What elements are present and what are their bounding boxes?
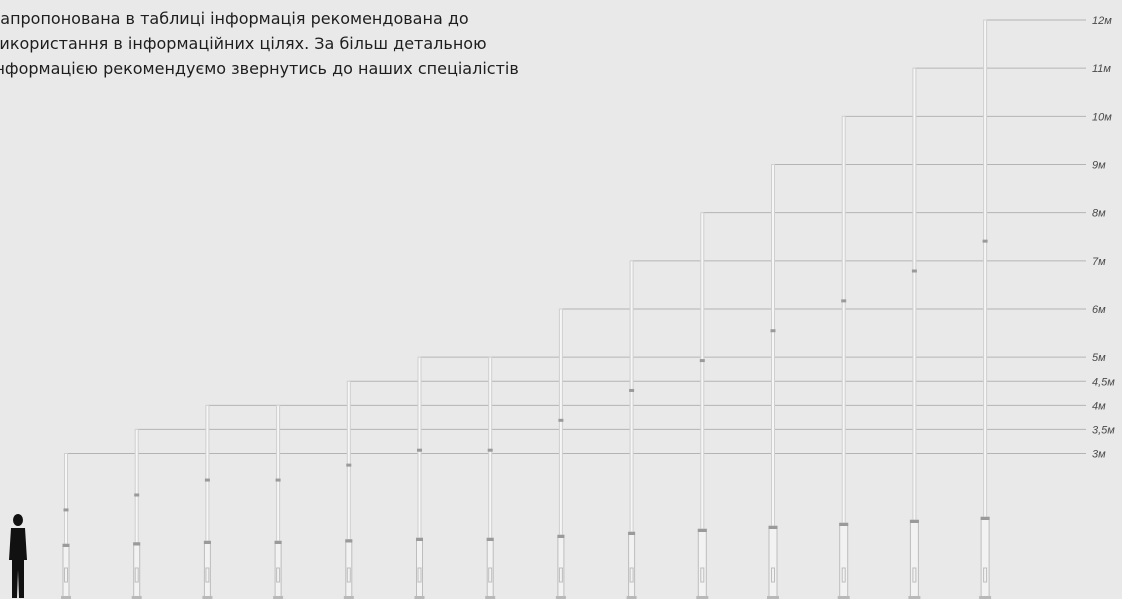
height-label: 8м <box>1092 208 1106 220</box>
height-label: 3м <box>1092 449 1106 461</box>
poles-group <box>61 19 992 599</box>
info-note-line-3: інформацією рекомендуємо звернутись до н… <box>0 59 519 78</box>
lighting-pole <box>273 404 284 599</box>
height-label: 3,5м <box>1092 424 1115 436</box>
lighting-pole <box>626 260 637 599</box>
height-label: 11м <box>1092 63 1111 75</box>
height-label: 12м <box>1092 15 1112 27</box>
info-note: Запропонована в таблиці інформація реком… <box>0 6 670 81</box>
height-label: 9м <box>1092 160 1106 172</box>
lighting-pole <box>485 356 496 599</box>
height-label: 7м <box>1092 256 1106 268</box>
lighting-pole <box>767 164 779 599</box>
lighting-pole <box>202 404 213 599</box>
height-label: 4,5м <box>1092 376 1115 388</box>
lighting-pole <box>837 115 850 599</box>
height-label: 4м <box>1092 400 1106 412</box>
height-label: 5м <box>1092 352 1106 364</box>
lighting-pole <box>61 453 71 599</box>
lighting-pole <box>414 356 425 599</box>
person-silhouette-icon <box>9 514 27 598</box>
lighting-pole <box>555 308 566 599</box>
height-label: 10м <box>1092 111 1112 123</box>
height-guide-lines <box>66 19 1086 454</box>
height-label: 6м <box>1092 304 1106 316</box>
lighting-pole <box>131 428 142 599</box>
info-note-line-2: використання в інформаційних цілях. За б… <box>0 34 487 53</box>
lighting-pole <box>696 212 709 599</box>
info-note-line-1: Запропонована в таблиці інформація реком… <box>0 9 469 28</box>
lighting-pole <box>979 19 992 599</box>
height-labels: 3м 3,5м 4м 4,5м 5м 6м 7м 8м 9м 10м 11м 12м <box>1092 15 1115 461</box>
lighting-pole <box>343 380 354 599</box>
lighting-pole <box>908 67 921 599</box>
